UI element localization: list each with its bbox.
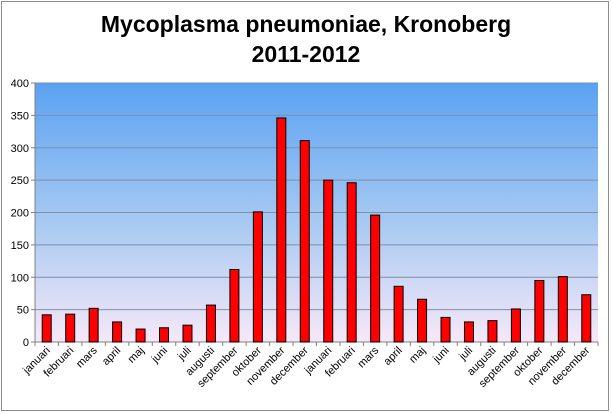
bar	[229, 268, 240, 343]
bar	[135, 328, 146, 343]
x-tick-label: maj	[407, 345, 428, 366]
chart-title: Mycoplasma pneumoniae, Kronoberg	[100, 11, 512, 37]
chart-subtitle: 2011-2012	[251, 41, 361, 67]
bar	[534, 279, 545, 343]
x-tick-label: juni	[149, 345, 170, 366]
bar	[299, 140, 310, 343]
bar	[440, 316, 451, 343]
x-tick-label: mars	[355, 344, 381, 370]
bar	[417, 298, 428, 343]
x-tick-label: april	[382, 345, 405, 368]
bar	[252, 211, 263, 343]
bar	[88, 307, 99, 343]
x-tick-label: maj	[126, 345, 147, 366]
x-tick-label: juni	[430, 345, 451, 366]
y-tick-label: 300	[11, 143, 29, 155]
bar	[276, 117, 287, 343]
x-tick-label: juli	[456, 345, 475, 364]
bar	[557, 276, 568, 343]
bar	[41, 314, 52, 343]
y-tick-label: 100	[11, 272, 29, 284]
bar	[182, 324, 193, 343]
bar	[581, 294, 592, 343]
y-tick-label: 0	[23, 337, 29, 349]
y-tick-label: 50	[17, 305, 29, 317]
x-tick-label: juli	[175, 345, 194, 364]
x-tick-label: mars	[74, 344, 100, 370]
bar	[65, 313, 76, 343]
bar	[346, 182, 357, 343]
bar	[510, 308, 521, 343]
bar	[323, 179, 334, 343]
y-tick-label: 350	[11, 110, 29, 122]
bar	[205, 304, 216, 343]
bar	[487, 320, 498, 343]
y-tick-label: 150	[11, 240, 29, 252]
x-tick-label: april	[100, 345, 123, 368]
y-tick-label: 200	[11, 208, 29, 220]
y-tick-label: 400	[11, 78, 29, 90]
bar	[370, 214, 381, 343]
bar	[112, 321, 123, 343]
bar	[159, 327, 170, 343]
bar	[393, 285, 404, 343]
bar	[463, 321, 474, 343]
y-tick-label: 250	[11, 175, 29, 187]
